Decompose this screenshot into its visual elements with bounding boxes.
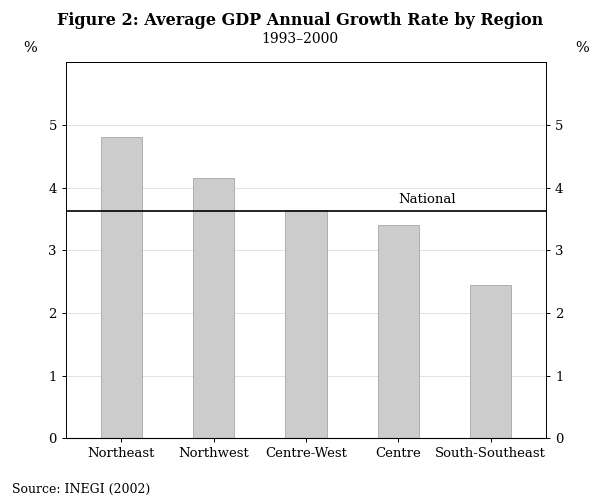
Text: Figure 2: Average GDP Annual Growth Rate by Region: Figure 2: Average GDP Annual Growth Rate… (57, 12, 543, 29)
Bar (193, 178, 235, 438)
Bar (377, 225, 419, 438)
Y-axis label: %: % (575, 41, 589, 55)
Text: National: National (398, 193, 456, 206)
Bar (101, 137, 142, 438)
Text: 1993–2000: 1993–2000 (262, 32, 338, 46)
Text: Source: INEGI (2002): Source: INEGI (2002) (12, 483, 150, 496)
Bar (285, 210, 327, 438)
Y-axis label: %: % (23, 41, 37, 55)
Bar (470, 285, 511, 438)
